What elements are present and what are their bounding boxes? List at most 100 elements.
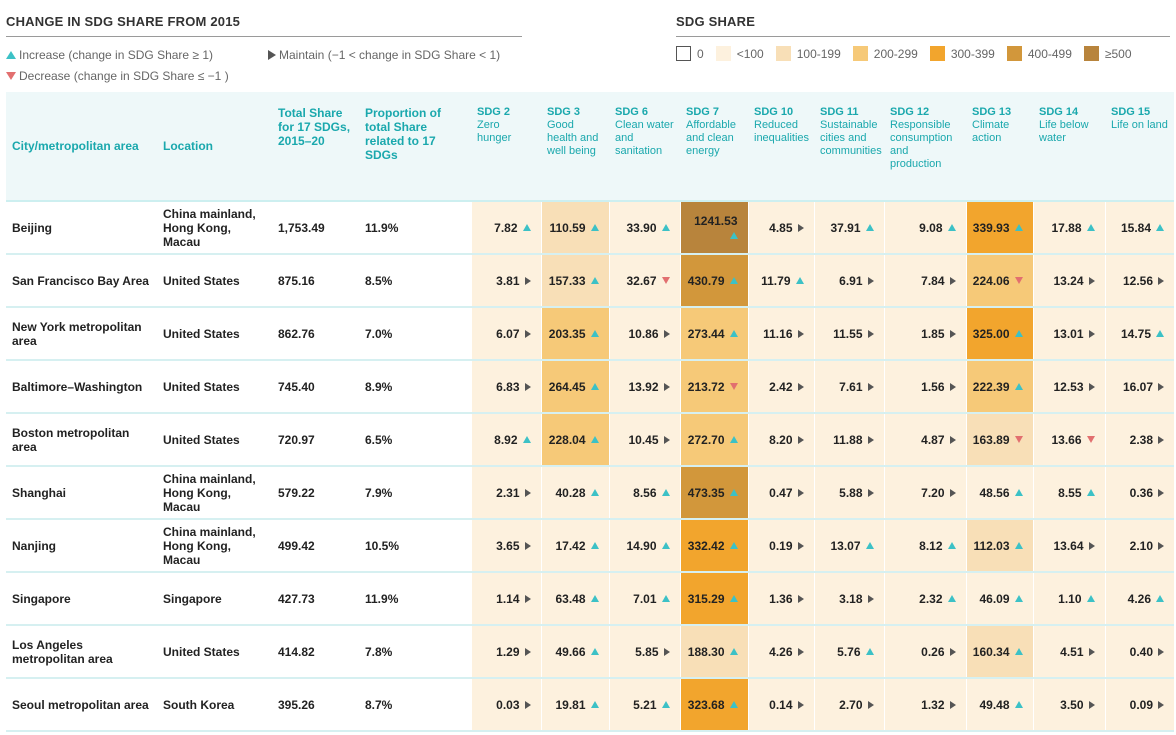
maintain-marker-icon [949, 700, 956, 709]
sdg-share-value: 5.76 [837, 644, 861, 659]
sdg-name: Responsible consumption and production [890, 119, 953, 170]
sdg-share-value: 2.10 [1129, 538, 1153, 553]
sdg-share-cell: 7.82 [470, 201, 541, 255]
sdg-share-cell: 11.88 [813, 413, 884, 467]
city-cell: Boston metropolitan area [6, 413, 157, 467]
increase-marker-icon [590, 648, 599, 656]
sdg-share-value: 110.59 [549, 220, 586, 235]
maintain-marker-icon [524, 276, 531, 285]
column-header-sdg: SDG 12 Responsible consumption and produc… [884, 92, 966, 202]
sdg-number: SDG 14 [1039, 106, 1079, 118]
legend-swatch-item: 300-399 [929, 46, 995, 61]
sdg-share-cell: 11.16 [747, 307, 814, 361]
sdg-share-cell: 4.85 [747, 201, 814, 255]
sdg-share-cell: 1.32 [883, 678, 966, 732]
sdg-share-cell: 13.07 [813, 519, 884, 573]
legend-swatch-box [715, 46, 731, 61]
sdg-share-value: 49.48 [979, 697, 1010, 712]
legend-increase: Increase (change in SDG Share ≥ 1) [6, 48, 213, 62]
table-row: Los Angeles metropolitan area United Stat… [6, 625, 1174, 679]
maintain-marker-icon [949, 647, 956, 656]
column-header-city: City/metropolitan area [6, 92, 157, 202]
sdg-share-cell: 5.85 [608, 625, 680, 679]
sdg-share-cell: 112.03 [965, 519, 1033, 573]
sdg-share-cell: 110.59 [540, 201, 609, 255]
maintain-marker-icon [797, 541, 804, 550]
sdg-share-value: 188.30 [687, 644, 725, 659]
increase-marker-icon [590, 224, 599, 232]
location-cell: United States [157, 413, 272, 467]
sdg-share-value: 430.79 [687, 273, 725, 288]
sdg-share-value: 7.82 [494, 220, 518, 235]
sdg-share-cell: 1.36 [747, 572, 814, 626]
sdg-share-cell: 8.92 [470, 413, 541, 467]
maintain-marker-icon [949, 276, 956, 285]
change-legend-title: CHANGE IN SDG SHARE FROM 2015 [6, 14, 241, 29]
legend-swatch-item: 400-499 [1006, 46, 1072, 61]
maintain-marker-icon [663, 647, 670, 656]
sdg-share-value: 6.91 [839, 273, 863, 288]
sdg-share-cell: 8.20 [747, 413, 814, 467]
maintain-marker-icon [1088, 329, 1095, 338]
sdg-number: SDG 10 [754, 106, 794, 118]
sdg-share-value: 2.70 [839, 697, 863, 712]
legend-decrease-label: Decrease (change in SDG Share ≤ −1 ) [19, 69, 229, 83]
increase-marker-icon [1014, 224, 1023, 232]
maintain-marker-icon [524, 382, 531, 391]
sdg-share-value: 157.33 [548, 273, 586, 288]
sdg-share-cell: 1.14 [470, 572, 541, 626]
decrease-marker-icon [661, 277, 670, 285]
maintain-marker-icon [1158, 382, 1164, 391]
sdg-share-cell: 46.09 [965, 572, 1033, 626]
column-header-proportion: Proportion of total Share related to 17 … [359, 92, 471, 202]
sdg-share-value: 5.88 [839, 485, 863, 500]
sdg-share-cell: 0.47 [747, 466, 814, 520]
maintain-marker-icon [867, 276, 874, 285]
table-row: Shanghai China mainland, Hong Kong, Macau… [6, 466, 1174, 520]
sdg-share-value: 63.48 [555, 591, 586, 606]
sdg-share-value: 160.34 [972, 644, 1010, 659]
sdg-share-value: 5.85 [635, 644, 659, 659]
increase-marker-icon [1086, 224, 1095, 232]
total-share-cell: 414.82 [272, 625, 359, 679]
sdg-share-value: 0.09 [1129, 697, 1153, 712]
sdg-share-cell: 339.93 [965, 201, 1033, 255]
sdg-share-cell: 473.35 [679, 466, 748, 520]
increase-marker-icon [590, 595, 599, 603]
sdg-share-value: 1.32 [921, 697, 945, 712]
sdg-share-cell: 6.07 [470, 307, 541, 361]
legend-swatch-box [775, 46, 791, 61]
sdg-share-cell: 7.01 [608, 572, 680, 626]
legend-swatch-item: 0 [676, 46, 704, 61]
increase-marker-icon [865, 542, 874, 550]
sdg-share-value: 8.20 [769, 432, 793, 447]
increase-marker-icon [729, 648, 738, 656]
column-header-sdg: SDG 11 Sustainable cities and communities [814, 92, 884, 202]
total-share-cell: 745.40 [272, 360, 359, 414]
increase-marker-icon [865, 648, 874, 656]
increase-marker-icon [522, 224, 531, 232]
sdg-share-value: 1.85 [921, 326, 945, 341]
column-header-sdg: SDG 13 Climate action [966, 92, 1033, 202]
sdg-share-value: 12.56 [1122, 273, 1153, 288]
sdg-share-cell: 3.65 [470, 519, 541, 573]
maintain-marker-icon [1158, 541, 1164, 550]
sdg-share-cell: 8.56 [608, 466, 680, 520]
maintain-marker-icon [797, 594, 804, 603]
increase-marker-icon [729, 489, 738, 497]
increase-marker-icon [1156, 595, 1164, 603]
increase-marker-icon [1014, 330, 1023, 338]
increase-marker-icon [661, 489, 670, 497]
increase-marker-icon [590, 489, 599, 497]
maintain-marker-icon [524, 329, 531, 338]
sdg-share-value: 228.04 [548, 432, 586, 447]
legend-increase-label: Increase (change in SDG Share ≥ 1) [19, 48, 214, 62]
sdg-share-value: 16.07 [1122, 379, 1153, 394]
share-legend-rule [676, 36, 1170, 37]
city-cell: Seoul metropolitan area [6, 678, 157, 732]
sdg-share-cell: 228.04 [540, 413, 609, 467]
sdg-share-cell: 6.91 [813, 254, 884, 308]
sdg-share-cell: 4.26 [1104, 572, 1174, 626]
sdg-name: Zero hunger [477, 119, 512, 144]
sdg-share-cell: 17.42 [540, 519, 609, 573]
